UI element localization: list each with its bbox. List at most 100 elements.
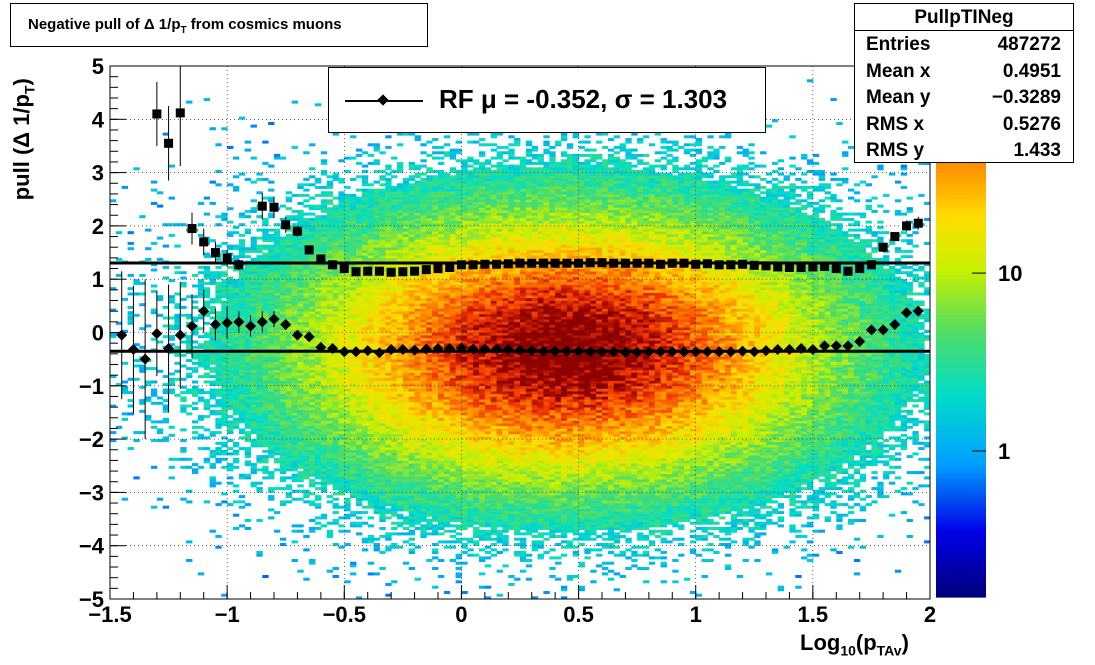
heatmap-cell [279,361,287,365]
heatmap-cell [350,287,357,291]
heatmap-cell [209,383,216,387]
heatmap-cell [361,220,369,224]
heatmap-cell [244,404,251,408]
heatmap-cell [315,303,322,307]
heatmap-cell [291,287,298,291]
heatmap-cell [297,268,304,272]
heatmap-cell [432,425,439,429]
heatmap-cell [332,236,339,240]
heatmap-cell [361,465,369,469]
heatmap-cell [250,287,257,291]
heatmap-cell [244,380,251,384]
heatmap-cell [391,359,398,363]
heatmap-cell [408,345,415,349]
heatmap-cell [438,455,445,459]
heatmap-cell [438,217,445,221]
heatmap-cell [338,524,345,528]
heatmap-cell [385,583,392,586]
heatmap-cell [385,145,392,149]
heatmap-cell [385,388,392,392]
heatmap-cell [127,391,134,395]
heatmap-cell [367,505,374,509]
heatmap-cell [367,447,374,451]
heatmap-cell [402,463,410,467]
heatmap-cell [238,271,246,275]
heatmap-cell [420,503,427,507]
heatmap-cell [361,479,369,483]
heatmap-cell [408,199,415,203]
heatmap-cell [221,375,228,379]
heatmap-cell [397,247,404,251]
heatmap-cell [326,321,333,325]
heatmap-cell [344,225,351,229]
heatmap-cell [402,361,410,365]
heatmap-cell [397,372,404,376]
heatmap-cell [145,257,152,261]
heatmap-cell [238,327,246,331]
heatmap-cell [432,457,439,461]
heatmap-cell [367,487,374,491]
heatmap-cell [233,361,240,365]
heatmap-cell [326,316,333,320]
heatmap-cell [432,300,439,304]
heatmap-cell [438,431,445,435]
heatmap-cell [285,332,292,336]
heatmap-cell [414,316,421,320]
heatmap-cell [291,319,298,323]
heatmap-cell [391,409,398,413]
heatmap-cell [274,249,281,253]
heatmap-cell [303,431,310,435]
heatmap-cell [356,220,363,224]
heatmap-cell [361,431,369,435]
heatmap-cell [244,284,251,288]
heatmap-cell [209,276,216,280]
heatmap-cell [303,428,310,432]
heatmap-cell [297,345,304,349]
heatmap-cell [414,521,421,525]
heatmap-cell [209,388,216,392]
heatmap-cell [438,185,445,189]
heatmap-cell [397,471,404,475]
heatmap-cell [250,345,257,349]
heatmap-cell [262,369,269,373]
heatmap-cell [344,239,351,243]
heatmap-cell [350,313,357,317]
heatmap-cell [297,412,304,416]
heatmap-cell [379,236,386,240]
heatmap-cell [361,404,369,408]
heatmap-cell [350,372,357,376]
heatmap-cell [373,537,380,541]
heatmap-cell [361,436,369,440]
heatmap-cell [350,292,357,296]
heatmap-cell [426,452,433,456]
heatmap-cell [285,441,292,445]
heatmap-cell [338,401,345,405]
heatmap-cell [373,361,380,365]
heatmap-cell [344,281,351,285]
heatmap-cell [309,183,316,187]
heatmap-cell [426,433,433,437]
heatmap-cell [356,377,363,381]
heatmap-cell [244,417,251,421]
heatmap-cell [133,377,140,381]
heatmap-cell [238,409,246,413]
heatmap-cell [309,279,316,283]
heatmap-cell [426,356,433,360]
heatmap-cell [274,284,281,288]
heatmap-cell [414,207,421,211]
heatmap-cell [332,471,339,475]
heatmap-cell [356,361,363,365]
heatmap-cell [315,449,322,453]
heatmap-cell [279,276,287,280]
heatmap-cell [391,479,398,483]
heatmap-cell [402,457,410,461]
heatmap-cell [227,279,234,283]
heatmap-cell [361,252,369,256]
heatmap-cell [274,311,281,315]
heatmap-cell [291,239,298,243]
heatmap-cell [197,284,205,288]
heatmap-cell [379,460,386,464]
heatmap-cell [233,372,240,376]
heatmap-cell [443,513,451,517]
heatmap-cell [367,561,374,565]
